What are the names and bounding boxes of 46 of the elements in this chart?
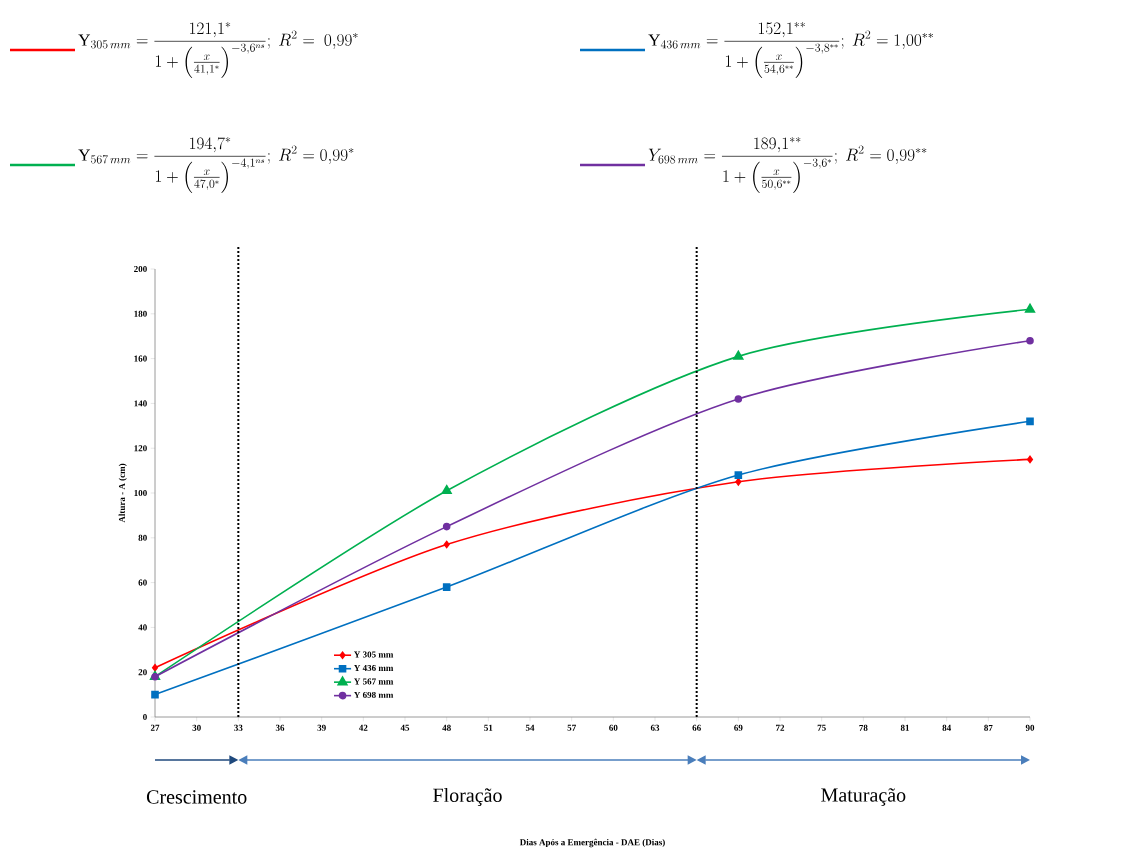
legend-label: Y 567 mm (354, 678, 394, 685)
x-tick-label: 81 (900, 725, 910, 732)
y-axis-title: Altura - A (cm) (118, 464, 127, 523)
x-tick-label: 27 (150, 725, 160, 732)
x-tick-label: 75 (817, 725, 826, 732)
text: Floração (433, 788, 502, 807)
text: Dias Após a Emergência - DAE (Dias) (519, 839, 665, 848)
legend-label: Y 698 mm (354, 692, 394, 699)
x-tick-label: 57 (567, 725, 576, 732)
y-tick-label: 160 (134, 355, 147, 362)
y-tick-label: 0 (143, 714, 147, 721)
x-tick-label: 45 (400, 725, 410, 732)
x-tick-label: 66 (692, 725, 701, 732)
text: $\mathrm{Y}_{436\,mm} = \frac{152{,}1^{**}}{1+\left(\frac{x}{54{,}6^{**}}\right)^{-3{,}8^{**}}};\ R^{2} = 1{,}00^{**}$ (648, 22, 933, 79)
x-tick-label: 90 (1025, 725, 1035, 732)
text: $\mathrm{Y}_{305\,mm} = \frac{121{,}1^{*}}{1+\left(\frac{x}{41{,}1^{*}}\right)^{-3{,}6^{ns}}};\ R^{2} =\ 0{,}99^{*}$ (78, 22, 358, 79)
text: $Y_{698\,mm} = \frac{189{,}1^{**}}{1+\left(\frac{x}{50{,}6^{**}}\right)^{-3{,}6^{*}}};\ R^{2} = 0{,}99^{**}$ (648, 137, 927, 194)
y-tick-label: 200 (134, 266, 147, 273)
x-tick-label: 39 (317, 725, 326, 732)
y-tick-label: 60 (138, 579, 147, 586)
y-tick-label: 40 (138, 624, 147, 631)
x-tick-label: 36 (275, 725, 285, 732)
y-tick-label: 80 (138, 535, 147, 542)
legend-label: Y 305 mm (354, 651, 394, 658)
x-tick-label: 87 (984, 725, 993, 732)
x-tick-label: 48 (442, 725, 451, 732)
x-tick-label: 72 (776, 725, 785, 732)
y-tick-label: 100 (134, 490, 147, 497)
y-tick-label: 20 (138, 669, 147, 676)
x-tick-label: 54 (525, 725, 535, 732)
x-tick-label: 33 (234, 725, 243, 732)
text: Maturação (821, 788, 906, 807)
x-tick-label: 63 (650, 725, 660, 732)
x-tick-label: 69 (734, 725, 743, 732)
x-tick-label: 30 (192, 725, 201, 732)
text: $\mathrm{Y}_{567\,mm} = \frac{194{,}7^{*}}{1+\left(\frac{x}{47{,}0^{*}}\right)^{-4{,}1^{ns}}};\ R^{2} = 0{,}99^{*}$ (78, 137, 354, 194)
y-tick-label: 120 (134, 445, 147, 452)
x-tick-label: 60 (609, 725, 618, 732)
x-tick-label: 78 (859, 725, 868, 732)
y-tick-label: 140 (134, 400, 147, 407)
y-tick-label: 180 (134, 311, 147, 318)
legend-label: Y 436 mm (354, 665, 394, 672)
x-tick-label: 84 (942, 725, 952, 732)
text: Crescimento (146, 790, 247, 804)
x-tick-label: 51 (484, 725, 493, 732)
x-tick-label: 42 (358, 725, 368, 732)
